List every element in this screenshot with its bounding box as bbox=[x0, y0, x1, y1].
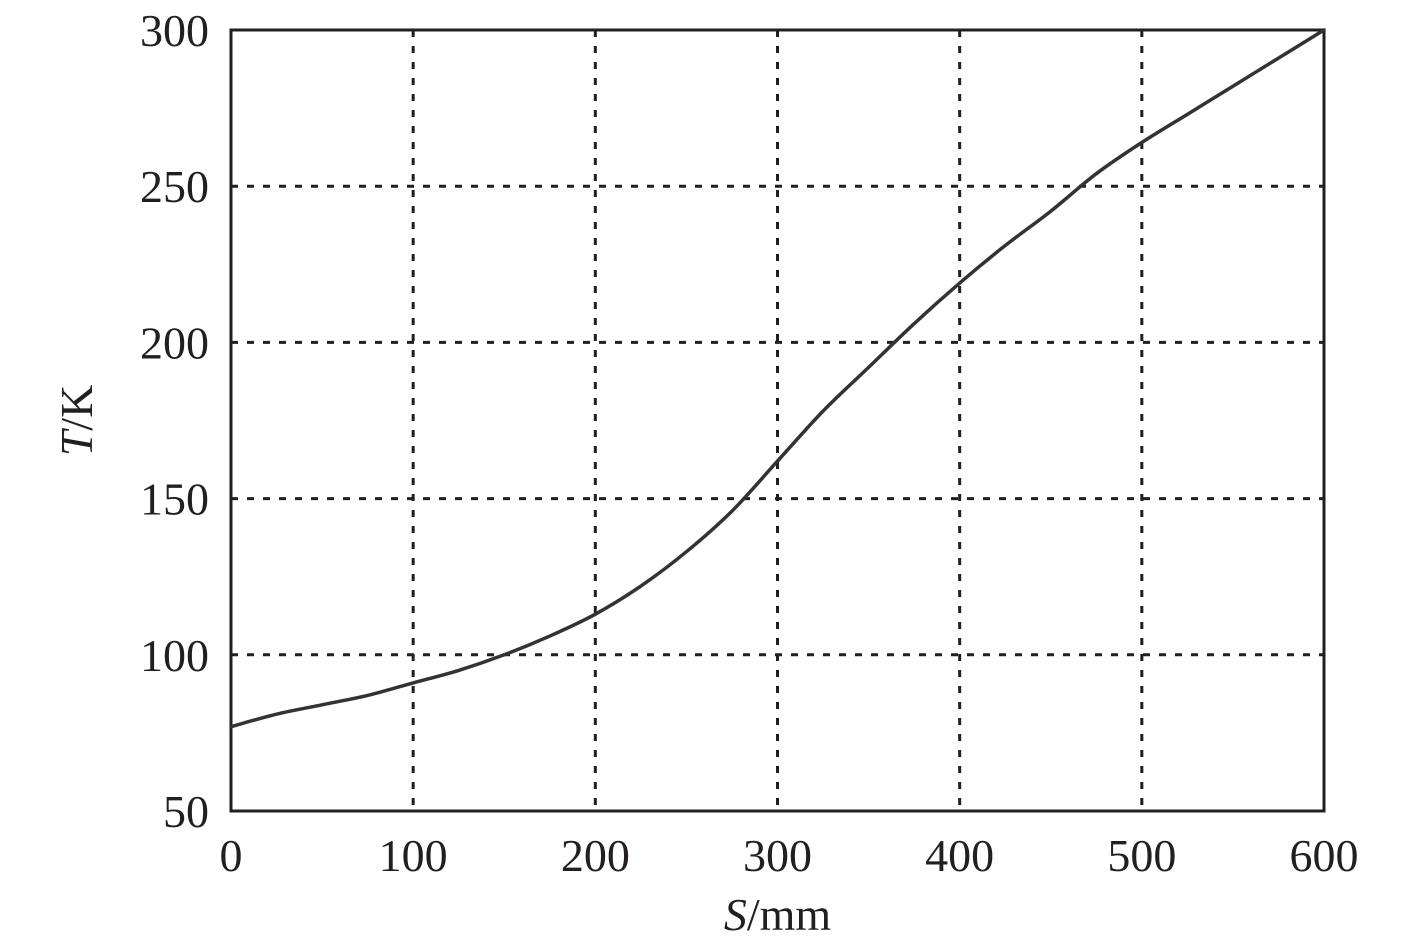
x-tick-label: 200 bbox=[561, 830, 630, 881]
series-line bbox=[229, 28, 1326, 729]
x-axis-label: S/mm bbox=[724, 889, 832, 940]
y-tick-labels: 50 100 150 200 250 300 bbox=[140, 5, 209, 837]
y-tick-label: 100 bbox=[140, 630, 209, 681]
x-axis-label-unit: /mm bbox=[747, 889, 832, 940]
x-tick-label: 500 bbox=[1107, 830, 1176, 881]
x-tick-label: 300 bbox=[743, 830, 812, 881]
y-tick-label: 150 bbox=[140, 474, 209, 525]
x-axis-label-var: S bbox=[724, 889, 747, 940]
x-tick-label: 400 bbox=[925, 830, 994, 881]
y-axis-label-var: T bbox=[51, 427, 102, 456]
grid-layer bbox=[231, 30, 1324, 811]
y-tick-label: 250 bbox=[140, 161, 209, 212]
plot-frame bbox=[229, 28, 1326, 813]
y-tick-label: 300 bbox=[140, 5, 209, 56]
y-axis-label: T/K bbox=[51, 385, 102, 457]
x-tick-label: 100 bbox=[379, 830, 448, 881]
y-tick-label: 200 bbox=[140, 317, 209, 368]
series-layer bbox=[229, 28, 1326, 729]
x-tick-label: 600 bbox=[1290, 830, 1359, 881]
y-axis-label-unit: /K bbox=[51, 385, 102, 431]
y-tick-label: 50 bbox=[163, 786, 209, 837]
x-tick-label: 0 bbox=[220, 830, 243, 881]
x-tick-labels: 0 100 200 300 400 500 600 bbox=[220, 830, 1359, 881]
